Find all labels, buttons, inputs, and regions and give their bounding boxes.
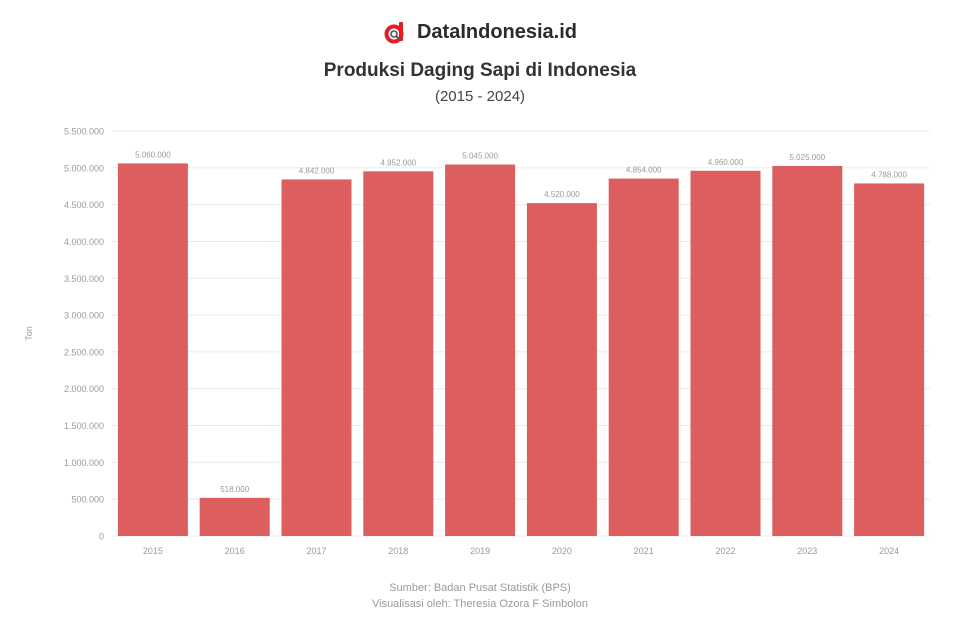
x-tick-label: 2017 [306,546,326,556]
bar-2019 [445,164,516,536]
dataindonesia-logo-icon [384,22,404,44]
chart-title: Produksi Daging Sapi di Indonesia [323,60,637,81]
bar-2021 [608,178,679,536]
x-tick-label: 2015 [143,546,163,556]
bar-value-label: 4.788.000 [871,170,907,179]
bar-2023 [772,165,843,536]
x-tick-label: 2018 [388,546,408,556]
bar-2017 [281,179,352,536]
y-tick-label: 2.500.000 [64,347,104,357]
logo-stem [398,22,403,41]
bar-2024 [854,183,925,537]
bar-2018 [363,171,434,536]
bar-value-label: 5.025.000 [790,153,826,162]
x-tick-label: 2023 [797,546,817,556]
source-note: Sumber: Badan Pusat Statistik (BPS) [389,582,571,594]
x-tick-label: 2024 [879,546,899,556]
brand-header: DataIndonesia.id [0,20,960,44]
bar-2015 [117,163,188,536]
x-tick-label: 2019 [470,546,490,556]
y-tick-label: 0 [99,532,104,542]
y-tick-label: 5.500.000 [64,127,104,137]
x-tick-label: 2022 [715,546,735,556]
x-tick-label: 2020 [552,546,572,556]
y-tick-label: 2.000.000 [64,384,104,394]
chart-subtitle: (2015 - 2024) [434,88,526,105]
bar-value-label: 4.952.000 [381,158,417,167]
y-tick-label: 5.000.000 [64,163,104,173]
bar-value-label: 4.842.000 [299,166,335,175]
y-tick-label: 4.000.000 [64,237,104,247]
bar-2020 [526,203,597,536]
x-tick-label: 2021 [634,546,654,556]
bar-value-label: 5.045.000 [462,152,498,161]
y-tick-label: 1.500.000 [64,421,104,431]
y-tick-label: 4.500.000 [64,200,104,210]
logo-lens-handle [395,35,400,40]
bar-value-label: 4.520.000 [544,190,580,199]
y-axis-title: Ton [24,326,34,341]
logo-lens [390,30,398,38]
bar-2016 [199,497,270,536]
bar-value-label: 5.060.000 [135,150,171,159]
visualization-credit: Visualisasi oleh: Theresia Ozora F Simbo… [371,598,589,610]
bar-value-label: 4.960.000 [708,158,744,167]
y-tick-label: 500.000 [71,495,104,505]
bar-value-label: 4.854.000 [626,166,662,175]
brand-name: DataIndonesia.id [416,20,578,43]
x-tick-label: 2016 [225,546,245,556]
y-tick-label: 1.000.000 [64,458,104,468]
bar-2022 [690,170,761,536]
y-tick-label: 3.000.000 [64,311,104,321]
y-tick-label: 3.500.000 [64,274,104,284]
bar-value-label: 518.000 [220,485,249,494]
